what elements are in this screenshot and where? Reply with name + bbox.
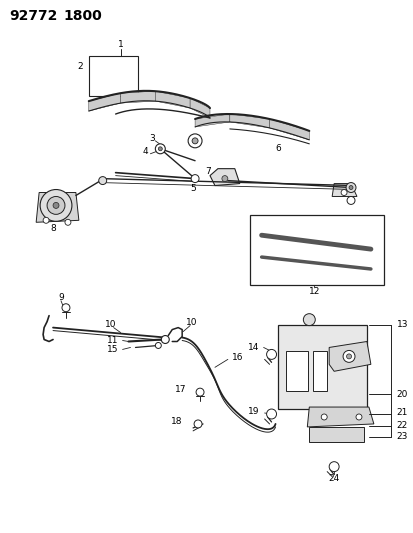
Circle shape [155, 343, 161, 349]
Polygon shape [328, 342, 370, 372]
Text: 21: 21 [396, 408, 407, 416]
Circle shape [65, 219, 71, 225]
Text: 3: 3 [149, 134, 155, 143]
Circle shape [328, 462, 338, 472]
Polygon shape [36, 192, 78, 222]
Circle shape [155, 144, 165, 154]
Text: 10: 10 [186, 318, 197, 327]
Circle shape [345, 183, 355, 192]
Circle shape [98, 176, 107, 184]
Text: 6: 6 [275, 144, 280, 154]
Text: 11: 11 [107, 336, 118, 345]
Circle shape [188, 134, 202, 148]
Circle shape [43, 217, 49, 223]
Circle shape [192, 138, 197, 144]
Text: 19: 19 [247, 407, 259, 416]
Circle shape [340, 190, 346, 196]
Text: 4: 4 [142, 147, 148, 156]
Polygon shape [195, 114, 229, 127]
Circle shape [221, 175, 227, 182]
Text: 1800: 1800 [63, 9, 102, 23]
Circle shape [303, 314, 315, 326]
Circle shape [53, 203, 59, 208]
Polygon shape [229, 114, 269, 128]
Polygon shape [209, 168, 239, 185]
Text: 8: 8 [50, 224, 56, 233]
Bar [313, 351, 326, 391]
Bar [309, 427, 363, 442]
Text: 5: 5 [190, 184, 195, 193]
Circle shape [191, 175, 199, 183]
Circle shape [158, 147, 162, 151]
Bar [88, 56, 138, 96]
Circle shape [342, 350, 354, 362]
Text: 16: 16 [231, 353, 243, 362]
Circle shape [40, 190, 72, 221]
Text: 1: 1 [117, 40, 123, 49]
Text: 13: 13 [396, 320, 407, 329]
Polygon shape [155, 91, 190, 108]
Circle shape [355, 414, 361, 420]
Circle shape [346, 197, 354, 205]
Circle shape [196, 388, 204, 396]
Polygon shape [190, 98, 209, 118]
Circle shape [266, 350, 276, 359]
Polygon shape [88, 93, 120, 111]
Circle shape [346, 354, 351, 359]
Circle shape [266, 409, 276, 419]
Circle shape [348, 185, 352, 190]
Text: 24: 24 [328, 474, 339, 483]
Circle shape [62, 304, 70, 312]
Circle shape [194, 420, 202, 428]
Text: 14: 14 [248, 343, 259, 352]
Bar [277, 325, 366, 409]
Text: 2: 2 [77, 62, 83, 71]
Text: 10: 10 [104, 320, 116, 329]
Text: 92772: 92772 [9, 9, 57, 23]
Polygon shape [120, 91, 155, 103]
Text: 22: 22 [396, 422, 407, 431]
Text: 23: 23 [396, 432, 407, 441]
Circle shape [320, 414, 326, 420]
Text: 7: 7 [204, 167, 210, 176]
Circle shape [161, 336, 169, 343]
Text: 12: 12 [308, 287, 319, 296]
Text: 9: 9 [58, 293, 64, 302]
Text: 17: 17 [174, 385, 186, 394]
Bar [286, 351, 308, 391]
Polygon shape [331, 183, 356, 197]
Text: 18: 18 [170, 417, 182, 426]
Circle shape [47, 197, 65, 214]
Bar [249, 215, 383, 285]
Text: 15: 15 [107, 345, 118, 354]
Polygon shape [269, 119, 309, 140]
Polygon shape [306, 407, 373, 427]
Text: 20: 20 [396, 390, 407, 399]
